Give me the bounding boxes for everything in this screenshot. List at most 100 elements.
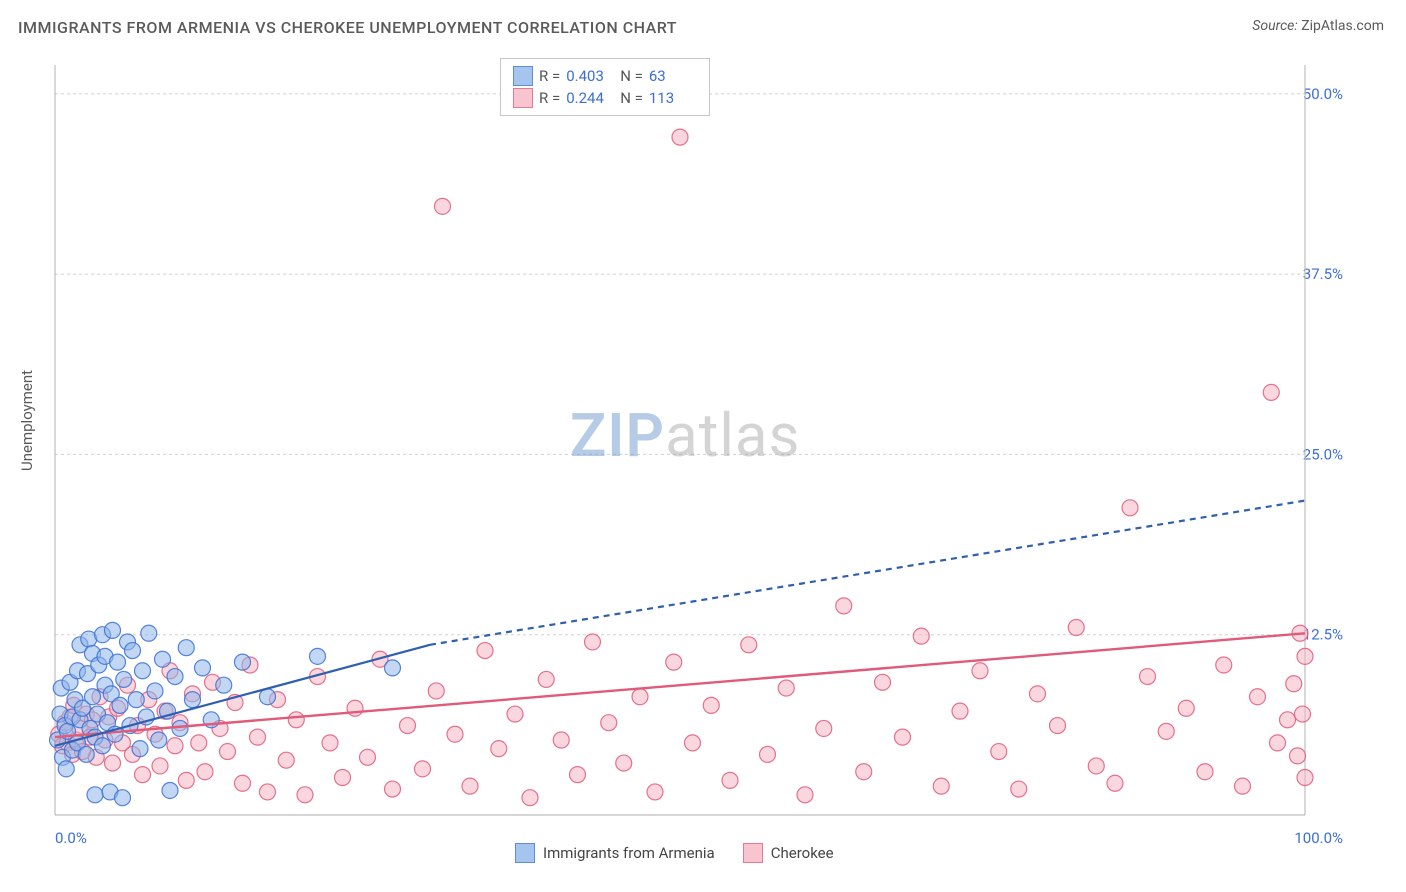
chart-title: IMMIGRANTS FROM ARMENIA VS CHEROKEE UNEM… (18, 18, 677, 37)
scatter-point (1011, 781, 1027, 797)
series-legend-item: Cherokee (743, 843, 834, 863)
scatter-point (875, 674, 891, 690)
scatter-point (288, 712, 304, 728)
legend-swatch (743, 843, 763, 863)
scatter-point (141, 625, 157, 641)
scatter-point (1088, 758, 1104, 774)
legend-swatch (513, 66, 533, 86)
legend-r-value: 0.244 (566, 87, 614, 109)
legend-n-label: N = (620, 87, 643, 109)
scatter-point (1050, 718, 1066, 734)
scatter-point (167, 669, 183, 685)
scatter-point (110, 654, 126, 670)
scatter-point (1297, 770, 1313, 786)
scatter-point (78, 746, 94, 762)
scatter-point (1286, 676, 1302, 692)
scatter-point (647, 784, 663, 800)
scatter-point (685, 735, 701, 751)
scatter-point (220, 744, 236, 760)
scatter-point (836, 598, 852, 614)
scatter-point (385, 781, 401, 797)
scatter-point (491, 741, 507, 757)
scatter-point (322, 735, 338, 751)
scatter-point (1197, 764, 1213, 780)
scatter-point (147, 683, 163, 699)
scatter-point (95, 738, 111, 754)
scatter-point (933, 778, 949, 794)
scatter-point (447, 726, 463, 742)
trend-line (55, 633, 1305, 737)
x-tick-label: 100.0% (1294, 829, 1343, 847)
scatter-point (1280, 712, 1296, 728)
scatter-point (672, 129, 688, 145)
scatter-point (400, 718, 416, 734)
scatter-point (172, 720, 188, 736)
scatter-point (507, 706, 523, 722)
scatter-point (162, 782, 178, 798)
plot-svg: 12.5%25.0%37.5%50.0%0.0%100.0% (45, 55, 1345, 865)
scatter-point (1270, 735, 1286, 751)
legend-n-value: 113 (649, 87, 697, 109)
scatter-point (1250, 689, 1266, 705)
scatter-point (632, 689, 648, 705)
legend-row: R =0.244N =113 (513, 87, 697, 109)
scatter-point (235, 775, 251, 791)
scatter-point (991, 744, 1007, 760)
correlation-legend: R =0.403N =63R =0.244N =113 (500, 58, 710, 116)
legend-swatch (513, 88, 533, 108)
scatter-point (152, 758, 168, 774)
scatter-point (703, 697, 719, 713)
scatter-point (1107, 775, 1123, 791)
scatter-point (1263, 384, 1279, 400)
scatter-point (585, 634, 601, 650)
scatter-point (538, 671, 554, 687)
scatter-point (178, 640, 194, 656)
scatter-point (112, 697, 128, 713)
scatter-point (666, 654, 682, 670)
scatter-point (553, 732, 569, 748)
scatter-point (1068, 620, 1084, 636)
scatter-point (1216, 657, 1232, 673)
scatter-point (913, 628, 929, 644)
scatter-point (1290, 748, 1306, 764)
y-axis-label: Unemployment (18, 370, 36, 471)
scatter-point (522, 790, 538, 806)
chart-source: Source: ZipAtlas.com (1252, 18, 1384, 34)
trend-line-dashed (430, 501, 1305, 645)
scatter-point (462, 778, 478, 794)
scatter-point (85, 689, 101, 705)
scatter-point (155, 651, 171, 667)
scatter-point (135, 663, 151, 679)
scatter-point (816, 720, 832, 736)
scatter-point (1030, 686, 1046, 702)
scatter-point (132, 741, 148, 757)
series-legend-label: Immigrants from Armenia (543, 844, 715, 862)
scatter-plot: 12.5%25.0%37.5%50.0%0.0%100.0% (45, 55, 1345, 825)
legend-r-label: R = (539, 65, 560, 87)
scatter-point (1140, 669, 1156, 685)
y-tick-label: 25.0% (1303, 445, 1343, 463)
y-tick-label: 50.0% (1303, 85, 1343, 103)
legend-n-label: N = (620, 65, 643, 87)
scatter-point (435, 198, 451, 214)
scatter-point (760, 746, 776, 762)
y-tick-label: 37.5% (1303, 265, 1343, 283)
scatter-point (278, 752, 294, 768)
scatter-point (1178, 700, 1194, 716)
scatter-point (250, 729, 266, 745)
scatter-point (570, 767, 586, 783)
scatter-point (310, 648, 326, 664)
scatter-point (115, 790, 131, 806)
scatter-point (87, 787, 103, 803)
scatter-point (778, 680, 794, 696)
source-label: Source: (1252, 18, 1297, 34)
scatter-point (178, 772, 194, 788)
series-legend-label: Cherokee (771, 844, 834, 862)
scatter-point (105, 755, 121, 771)
legend-swatch (515, 843, 535, 863)
scatter-point (197, 764, 213, 780)
y-tick-label: 12.5% (1303, 626, 1343, 644)
scatter-point (235, 654, 251, 670)
scatter-point (952, 703, 968, 719)
scatter-point (335, 770, 351, 786)
